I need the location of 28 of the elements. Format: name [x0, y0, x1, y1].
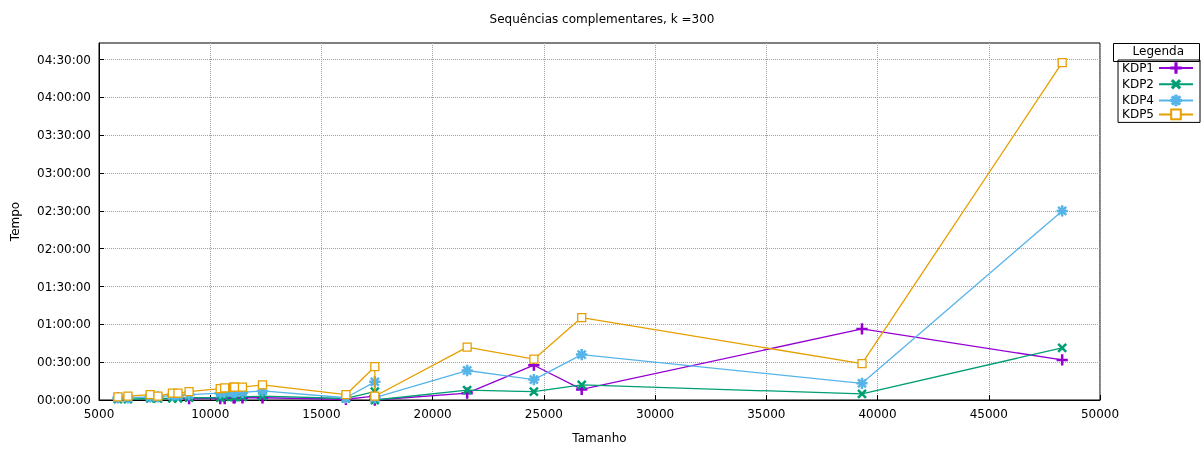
x-tick-label: 25000 [524, 407, 563, 421]
legend-label: KDP1 [1122, 61, 1154, 75]
y-tick-label: 04:00:00 [37, 90, 91, 105]
y-tick-label: 00:00:00 [37, 393, 91, 407]
y-tick-label: 01:00:00 [37, 317, 91, 332]
x-tick-label: 15000 [302, 407, 341, 421]
y-tick-label: 04:30:00 [37, 52, 91, 67]
y-axis-title: Tempo [8, 201, 22, 243]
x-tick-label: 40000 [858, 407, 897, 421]
x-tick-label: 50000 [1080, 407, 1120, 421]
x-axis-title: Tamanho [571, 431, 627, 445]
x-tick-label: 35000 [747, 407, 786, 421]
y-tick-label: 03:00:00 [37, 166, 91, 181]
x-tick-label: 20000 [413, 407, 452, 421]
legend-title: Legenda [1132, 44, 1184, 58]
chart-title: Sequências complementares, k =300 [489, 12, 715, 26]
y-tick-label: 01:30:00 [37, 279, 91, 294]
legend-label: KDP2 [1122, 77, 1154, 92]
y-tick-label: 02:30:00 [37, 203, 91, 218]
x-tick-label: 30000 [636, 407, 675, 421]
y-tick-label: 03:30:00 [37, 128, 91, 143]
x-tick-label: 10000 [191, 407, 230, 421]
x-tick-label: 5000 [83, 407, 115, 421]
y-tick-label: 00:30:00 [37, 355, 91, 370]
legend-label: KDP4 [1122, 93, 1154, 108]
y-tick-label: 02:00:00 [37, 241, 91, 256]
legend-label: KDP5 [1122, 107, 1154, 122]
x-tick-label: 45000 [969, 407, 1008, 421]
